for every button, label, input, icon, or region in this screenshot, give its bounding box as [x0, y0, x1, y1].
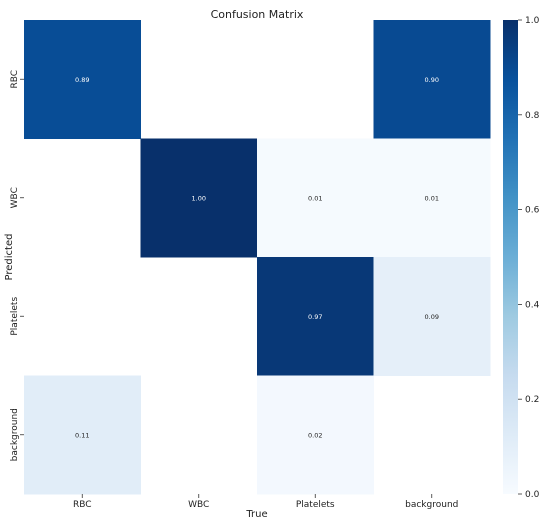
cell-value-label: 0.09 — [425, 313, 439, 321]
y-axis-label: Predicted — [4, 234, 15, 281]
colorbar-tick-label: 0.8 — [525, 111, 540, 121]
cell-value-label: 0.01 — [425, 194, 439, 202]
heatmap-cell — [373, 257, 491, 376]
chart-title: Confusion Matrix — [211, 8, 304, 21]
colorbar-ticks: 0.0 0.2 0.4 0.6 0.8 1.0 — [518, 16, 540, 500]
heatmap-cell — [24, 375, 141, 495]
cell-value-label: 0.90 — [425, 76, 439, 84]
heatmap-cell — [373, 20, 491, 139]
y-tick-label: WBC — [10, 187, 20, 208]
cell-value-label: 0.02 — [308, 431, 322, 439]
x-axis-ticks: RBC WBC Platelets background — [73, 494, 458, 510]
cell-value-labels: 0.89 0.90 1.00 0.01 0.01 0.97 0.09 0.11 0.02 — [75, 76, 439, 440]
heatmap-cell — [373, 138, 491, 258]
y-tick-label: background — [10, 408, 20, 461]
x-tick-label: Platelets — [296, 500, 335, 510]
heatmap-cells — [24, 20, 491, 495]
heatmap-cell — [24, 20, 141, 139]
colorbar-tick-label: 0.2 — [525, 395, 539, 405]
cell-value-label: 1.00 — [192, 194, 206, 202]
x-tick-label: RBC — [73, 500, 92, 510]
heatmap-cell — [140, 138, 258, 258]
cell-value-label: 0.11 — [75, 431, 89, 439]
y-tick-label: Platelets — [10, 297, 20, 336]
colorbar-tick-label: 0.6 — [525, 206, 540, 216]
cell-value-label: 0.89 — [75, 76, 89, 84]
y-axis-ticks: RBC WBC Platelets background — [10, 70, 24, 461]
colorbar — [503, 20, 518, 494]
x-tick-label: background — [405, 500, 458, 510]
cell-value-label: 0.97 — [308, 313, 322, 321]
colorbar-tick-label: 0.0 — [525, 490, 540, 500]
heatmap-cell — [257, 257, 374, 376]
heatmap-cell — [257, 375, 374, 495]
colorbar-tick-label: 1.0 — [525, 16, 540, 26]
cell-value-label: 0.01 — [308, 194, 322, 202]
x-axis-label: True — [245, 509, 267, 520]
colorbar-tick-label: 0.4 — [525, 300, 540, 310]
heatmap-cell — [257, 138, 374, 258]
x-tick-label: WBC — [188, 500, 209, 510]
y-tick-label: RBC — [10, 70, 20, 89]
